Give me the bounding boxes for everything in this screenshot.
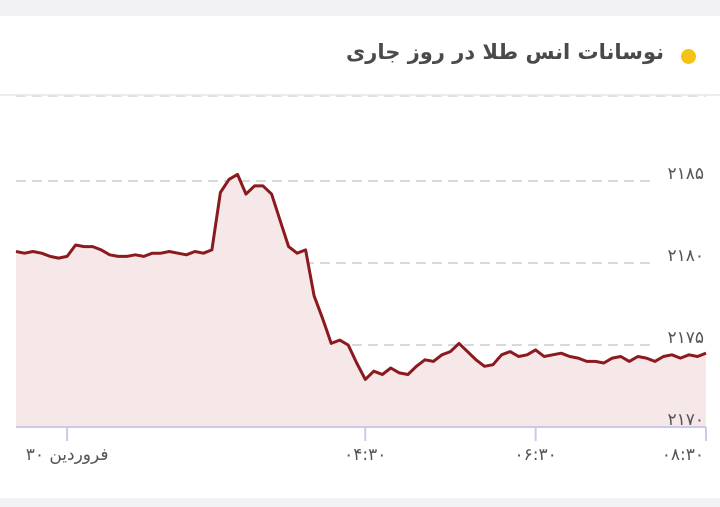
x-tick-labels: ۳۰ فروردین ۰۴:۳۰ ۰۶:۳۰ ۰۸:۳۰ bbox=[26, 427, 707, 465]
y-tick-label: ۲۱۷۰ bbox=[667, 410, 704, 430]
y-tick-label: ۲۱۸۵ bbox=[667, 164, 704, 184]
x-tick-label: ۰۴:۳۰ bbox=[344, 445, 386, 465]
x-tick-label: ۰۶:۳۰ bbox=[514, 445, 556, 465]
bottom-strip bbox=[0, 498, 720, 507]
x-tick-label: ۳۰ فروردین bbox=[26, 445, 109, 465]
chart-title: نوسانات انس طلا در روز جاری bbox=[346, 40, 664, 64]
bullet-dot-icon bbox=[681, 49, 696, 64]
grid-lines bbox=[16, 95, 706, 346]
x-tick-label: ۰۸:۳۰ bbox=[662, 445, 704, 465]
area-fill bbox=[16, 174, 706, 427]
y-tick-label: ۲۱۸۰ bbox=[667, 246, 704, 266]
y-tick-labels: ۲۱۷۰ ۲۱۷۵ ۲۱۸۰ ۲۱۸۵ bbox=[667, 164, 704, 430]
price-line bbox=[15, 172, 707, 381]
y-tick-label: ۲۱۷۵ bbox=[667, 328, 704, 348]
